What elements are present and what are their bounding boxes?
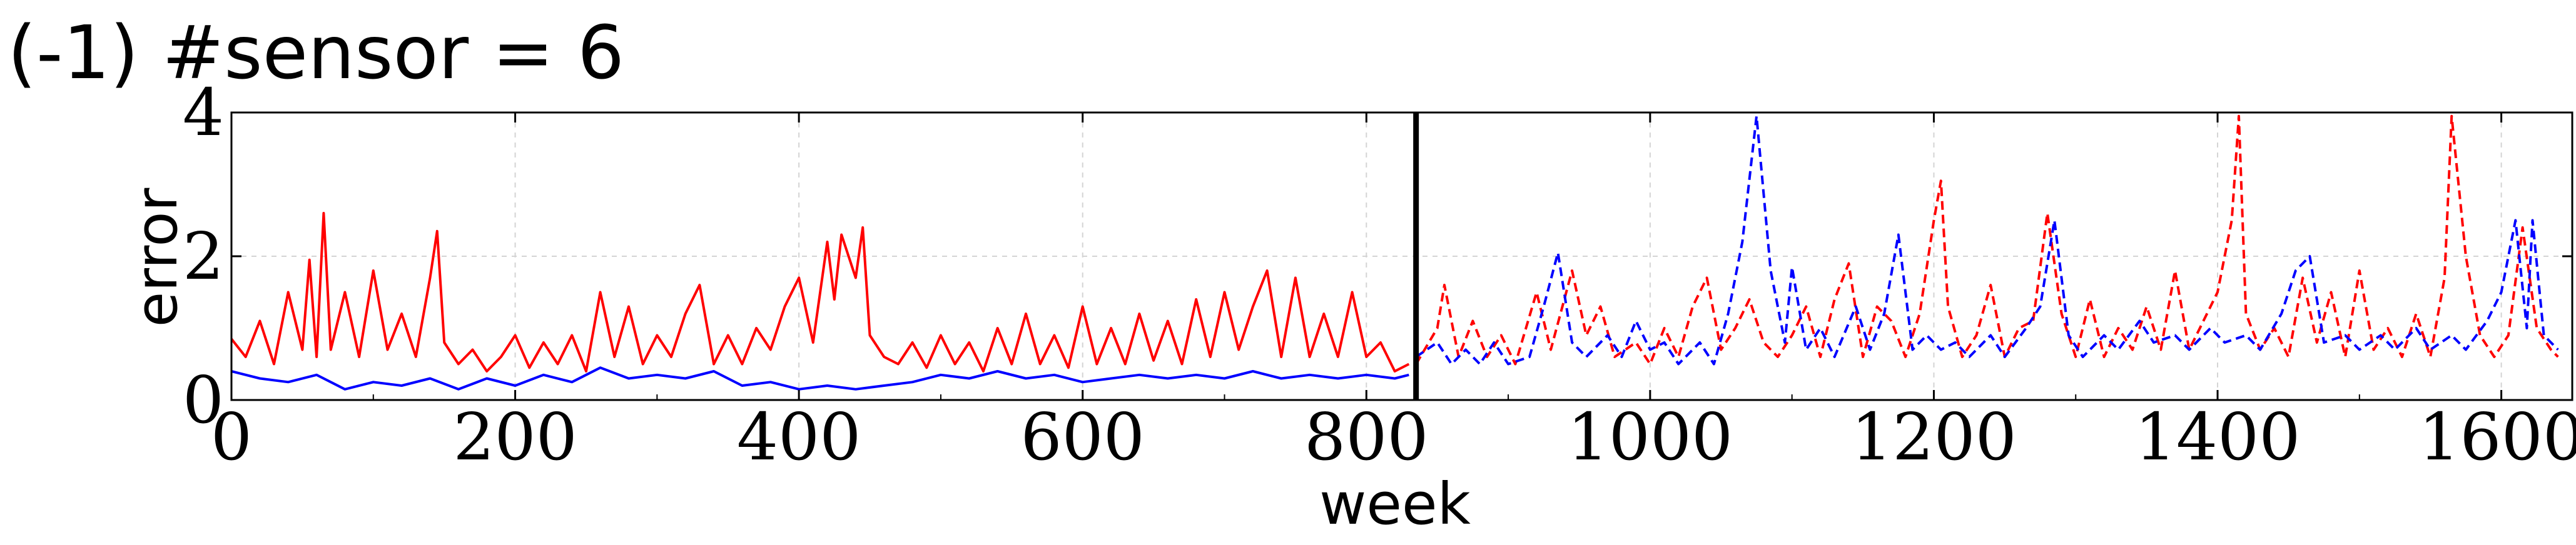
x-tick-label-7: 1400 [2135,399,2301,475]
tick-marks [230,111,2572,401]
series-line-1 [231,366,1409,391]
x-tick-label-1: 200 [453,399,577,475]
x-tick-label-5: 1000 [1568,399,1733,475]
series-line-2 [1414,114,2559,366]
x-tick-label-3: 600 [1020,399,1145,475]
series-line-3 [1415,114,2559,366]
gridlines [231,112,2572,400]
y-tick-label-0: 0 [183,362,224,438]
x-tick-labels: 0 200 400 600 800 1000 1200 1400 1600 [211,399,2576,475]
y-tick-label-2: 4 [183,74,224,151]
y-tick-labels: 0 2 4 [183,74,224,438]
x-tick-label-2: 400 [737,399,861,475]
x-tick-label-6: 1200 [1851,399,2017,475]
series-group [230,114,2559,391]
x-tick-label-0: 0 [211,399,252,475]
y-tick-label-1: 2 [183,218,224,294]
x-tick-label-8: 1600 [2418,399,2576,475]
x-tick-label-4: 800 [1304,399,1429,475]
series-line-0 [230,212,1410,372]
y-axis-label: error [123,188,190,327]
chart-title: (-1) #sensor = 6 [8,9,624,96]
x-axis-label: week [1319,471,1471,538]
